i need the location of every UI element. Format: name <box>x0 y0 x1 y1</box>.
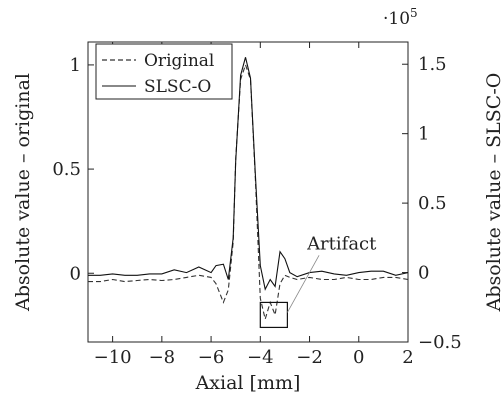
right-tick-label: 0 <box>418 263 429 284</box>
left-tick-label: 0 <box>70 263 81 284</box>
x-tick-label: 0 <box>353 347 364 368</box>
legend-box <box>95 43 233 100</box>
annotation-layer: Artifact <box>259 233 377 329</box>
legend-label-slsc-o: SLSC-O <box>144 77 211 97</box>
legend-label-original: Original <box>144 51 214 71</box>
plot-frame <box>87 41 409 343</box>
artifact-leader-line <box>287 255 320 313</box>
x-tick-label: −10 <box>94 347 132 368</box>
left-tick-label: 1 <box>70 55 81 76</box>
right-tick-label: 1 <box>418 124 429 145</box>
legend: Original SLSC-O <box>95 43 233 100</box>
series-line-slsc-o <box>88 57 409 291</box>
right-axis-label: Absolute value – SLSC-O <box>483 73 503 313</box>
x-axis-ticks: −10 −8 −6 −4 −2 0 2 <box>94 42 414 368</box>
artifact-label: Artifact <box>306 233 377 254</box>
right-tick-label: 0.5 <box>418 193 447 214</box>
right-tick-label: −0.5 <box>418 332 462 353</box>
left-axis-ticks: 00.51 <box>52 55 94 284</box>
x-tick-label: 2 <box>402 347 413 368</box>
right-axis-ticks: −0.5 0 0.5 1 1.5 <box>402 54 462 353</box>
x-tick-label: −8 <box>149 347 176 368</box>
x-tick-label: −4 <box>247 347 274 368</box>
left-axis-label: Absolute value – original <box>12 73 34 312</box>
left-tick-label: 0.5 <box>52 159 81 180</box>
x-tick-label: −6 <box>198 347 225 368</box>
series-line-original <box>88 63 409 322</box>
artifact-box <box>259 301 288 329</box>
right-tick-label: 1.5 <box>418 54 447 75</box>
right-axis-multiplier: ·105 <box>383 6 418 29</box>
series-layer <box>88 57 409 322</box>
x-tick-label: −2 <box>296 347 323 368</box>
x-axis-label: Axial [mm] <box>195 372 301 394</box>
